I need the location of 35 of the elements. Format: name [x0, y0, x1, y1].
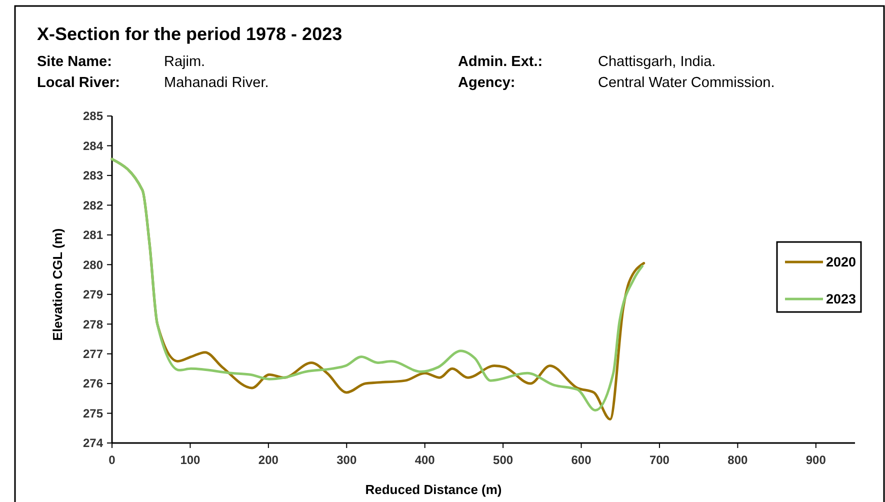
- x-tick-label: 400: [414, 453, 436, 467]
- x-tick-label: 700: [649, 453, 670, 467]
- y-tick-label: 274: [82, 436, 104, 450]
- x-tick-label: 800: [728, 453, 748, 467]
- x-tick-label: 100: [180, 453, 201, 467]
- y-tick-label: 276: [82, 376, 104, 391]
- x-tick-label: 600: [571, 453, 592, 467]
- text: Agency:: [458, 75, 516, 91]
- x-tick-label: 200: [258, 453, 279, 467]
- text: Rajim.: [164, 54, 206, 70]
- text: Site Name:: [37, 54, 112, 70]
- y-tick-label: 280: [82, 258, 104, 272]
- legend-label: 2020: [826, 254, 856, 270]
- x-tick-label: 300: [336, 453, 357, 467]
- text: Mahanadi River.: [164, 75, 269, 91]
- y-tick-label: 277: [82, 347, 104, 362]
- y-tick-label: 281: [82, 228, 104, 242]
- y-tick-label: 285: [82, 109, 104, 124]
- chart-title: X-Section for the period 1978 - 2023: [37, 24, 342, 44]
- y-axis-title: Elevation CGL (m): [50, 228, 65, 341]
- y-tick-label: 282: [82, 198, 104, 212]
- text: Local River:: [37, 75, 120, 91]
- x-tick-label: 500: [493, 453, 514, 467]
- y-tick-label: 279: [82, 288, 104, 302]
- y-tick-label: 284: [82, 138, 104, 153]
- text: Central Water Commission.: [598, 75, 775, 91]
- y-tick-label: 275: [82, 406, 104, 420]
- text: Admin. Ext.:: [458, 54, 543, 70]
- legend-label: 2023: [826, 292, 857, 307]
- y-tick-label: 283: [82, 168, 104, 183]
- y-tick-label: 278: [82, 317, 104, 332]
- x-axis-title: Reduced Distance (m): [365, 482, 502, 497]
- text: Chattisgarh, India.: [598, 54, 716, 70]
- x-tick-label: 0: [108, 453, 116, 467]
- x-tick-label: 900: [806, 453, 826, 467]
